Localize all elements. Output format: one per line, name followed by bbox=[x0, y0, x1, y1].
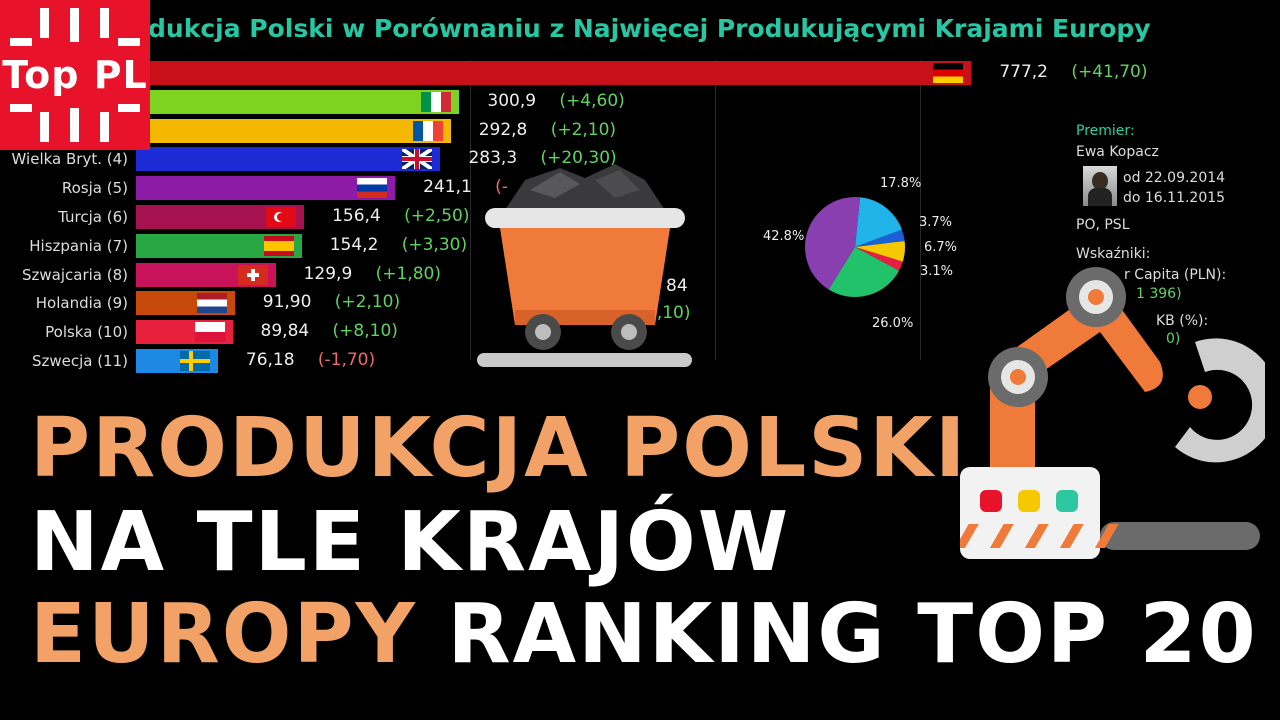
netherlands-flag-icon bbox=[196, 293, 227, 314]
sweden-flag-icon bbox=[179, 351, 210, 371]
bar bbox=[136, 147, 441, 172]
bar bbox=[136, 118, 451, 143]
bar-value-label: 156,4 bbox=[332, 206, 381, 226]
bar-label: Holandia (9) bbox=[35, 294, 128, 313]
pie-slice bbox=[855, 197, 902, 247]
bar-label: Rosja (5) bbox=[61, 179, 128, 198]
bar-change-label: (-1,70) bbox=[317, 350, 376, 370]
headline-europy: EUROPY bbox=[30, 587, 417, 682]
gridline bbox=[920, 60, 921, 360]
partial-value: 84 bbox=[666, 276, 688, 296]
minecart-icon bbox=[477, 164, 692, 367]
pie-slice bbox=[855, 247, 903, 271]
bar-value-label: 76,18 bbox=[245, 350, 295, 370]
headline-line-1: PRODUKCJA POLSKI bbox=[30, 401, 968, 496]
bar-label: Turcja (6) bbox=[58, 208, 128, 226]
bar-label: Szwecja (11) bbox=[31, 352, 128, 370]
bar-change-label: (- bbox=[495, 177, 508, 198]
poland-flag-icon bbox=[194, 322, 225, 343]
bar-change-label: (+41,70) bbox=[1071, 62, 1148, 82]
bar-change-label: (+8,10) bbox=[332, 321, 398, 342]
pie-slice-label: 17.8% bbox=[880, 176, 922, 191]
gdp-per-capita-value: 1 396) bbox=[1136, 286, 1182, 302]
pie-slice-label: 42.8% bbox=[763, 229, 805, 244]
bar-change-label: (+2,10) bbox=[550, 119, 617, 140]
bar-value-label: 283,3 bbox=[468, 148, 518, 169]
pie-slice-label: 26.0% bbox=[872, 316, 914, 331]
premier-label: Premier: bbox=[1076, 123, 1135, 139]
chart-title: dukcja Polski w Porównaniu z Najwięcej P… bbox=[148, 14, 1151, 43]
headline-line-3: EUROPY RANKING TOP 20 bbox=[30, 594, 1258, 676]
bar-value-label: 777,2 bbox=[999, 62, 1048, 82]
pie-slice-label: 3.7% bbox=[919, 215, 953, 230]
pie-slice-label: 6.7% bbox=[924, 240, 958, 255]
russia-flag-icon bbox=[357, 178, 388, 199]
pie-slice bbox=[805, 197, 860, 290]
pie-chart bbox=[805, 197, 905, 297]
spain-flag-icon bbox=[263, 235, 294, 256]
gdp-per-capita-label: r Capita (PLN): bbox=[1124, 267, 1227, 283]
pie-slice bbox=[855, 229, 905, 247]
term-from: od 22.09.2014 bbox=[1123, 170, 1226, 186]
bar-change-label: (+2,50) bbox=[404, 206, 470, 226]
pie-slice-label: 3.1% bbox=[920, 264, 954, 279]
bar-change-label: (+20,30) bbox=[540, 148, 617, 169]
uk-flag-icon bbox=[402, 149, 433, 170]
bar-label: Szwajcaria (8) bbox=[21, 265, 128, 284]
bar-change-label: (+3,30) bbox=[401, 234, 468, 255]
headline-ranking: RANKING TOP 20 bbox=[447, 587, 1258, 682]
premier-name: Ewa Kopacz bbox=[1076, 144, 1159, 160]
gdp-growth-label: KB (%): bbox=[1156, 313, 1209, 329]
switzerland-flag-icon bbox=[237, 264, 268, 285]
gridline bbox=[470, 60, 471, 360]
bar-value-label: 292,8 bbox=[478, 119, 528, 140]
bar bbox=[136, 61, 972, 85]
bar-value-label: 89,84 bbox=[260, 321, 310, 342]
gdp-growth-value: 0) bbox=[1166, 331, 1181, 347]
bar-value-label: 154,2 bbox=[329, 234, 379, 255]
top-pl-logo: Top PL bbox=[0, 0, 150, 150]
bar-change-label: (+4,60) bbox=[559, 90, 625, 111]
logo-text: Top PL bbox=[2, 53, 148, 97]
bar-label: Wielka Bryt. (4) bbox=[11, 150, 128, 169]
term-to: do 16.11.2015 bbox=[1123, 190, 1226, 206]
bar-label: Polska (10) bbox=[45, 323, 128, 342]
indicators-label: Wskaźniki: bbox=[1076, 246, 1151, 262]
bar-value-label: 300,9 bbox=[487, 90, 537, 111]
bar-value-label: 241,1 bbox=[423, 177, 472, 198]
italy-flag-icon bbox=[421, 91, 452, 112]
bar-change-label: (+1,80) bbox=[375, 263, 441, 284]
bar-change-label: (+2,10) bbox=[334, 292, 401, 313]
gridline bbox=[715, 60, 716, 360]
headline-line-2: NA TLE KRAJÓW bbox=[30, 495, 791, 590]
turkey-flag-icon bbox=[266, 207, 297, 227]
bar bbox=[136, 176, 396, 201]
germany-flag-icon bbox=[933, 63, 964, 83]
parties: PO, PSL bbox=[1076, 217, 1130, 233]
bar-value-label: 129,9 bbox=[303, 263, 353, 284]
bar bbox=[136, 89, 460, 114]
robot-arm-icon bbox=[960, 267, 1265, 559]
premier-photo bbox=[1083, 166, 1117, 206]
pie-slice bbox=[855, 240, 905, 262]
bar-value-label: 91,90 bbox=[262, 292, 312, 313]
france-flag-icon bbox=[412, 120, 443, 141]
bar-label: Hiszpania (7) bbox=[29, 236, 128, 255]
pie-slice bbox=[828, 247, 900, 297]
